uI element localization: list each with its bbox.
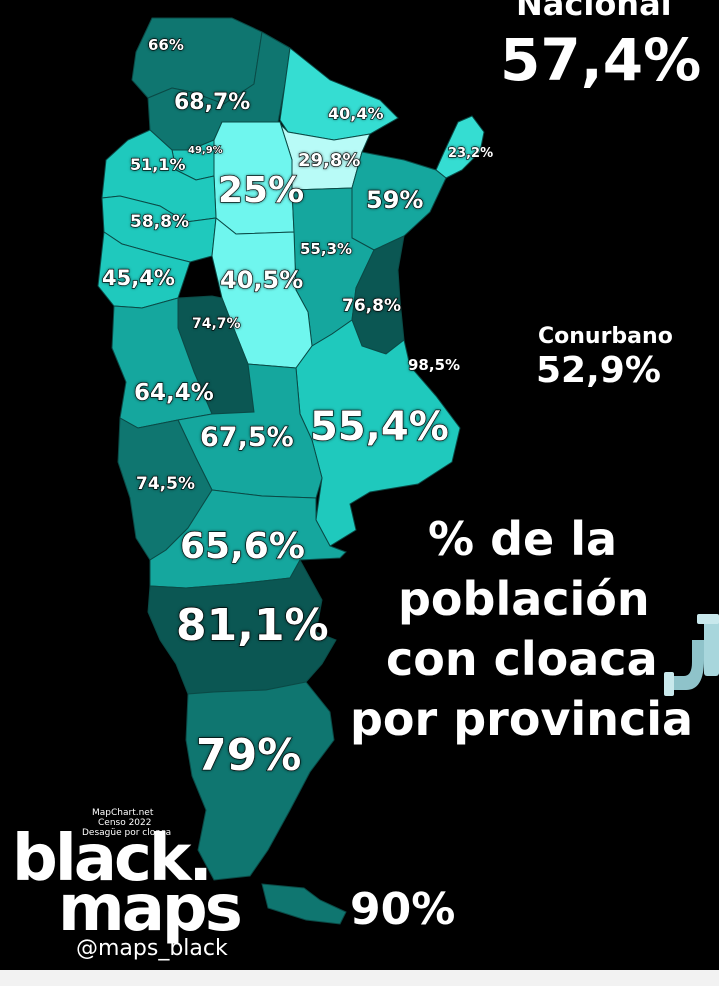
province-tierra-del-fuego [261, 883, 347, 925]
value-la-pampa: 67,5% [199, 421, 294, 453]
conurbano-label: Conurbano [538, 324, 673, 349]
value-cordoba: 40,5% [219, 265, 304, 294]
credit-mapchart: MapChart.net [92, 808, 154, 818]
value-buenos-aires: 55,4% [309, 403, 449, 450]
credit-censo: Censo 2022 [98, 818, 152, 828]
value-tierra-del-fuego: 90% [349, 883, 456, 935]
title-line-2: población [398, 572, 650, 626]
province-buenos-aires [295, 319, 461, 547]
conurbano-value: 52,9% [536, 350, 661, 391]
national-label: Nacional [516, 0, 672, 23]
value-rio-negro: 65,6% [179, 525, 305, 567]
brand-handle: @maps_black [76, 936, 228, 961]
value-santa-cruz: 79% [195, 729, 302, 781]
bottom-strip [0, 970, 719, 986]
value-misiones: 23,2% [447, 145, 494, 161]
value-entre-rios: 76,8% [341, 295, 401, 316]
value-chubut: 81,1% [175, 599, 329, 651]
value-san-juan: 45,4% [101, 265, 175, 290]
title-line-1: % de la [428, 512, 618, 566]
brand-logo-line-1: black. [12, 822, 213, 896]
value-santa-fe: 55,3% [299, 239, 353, 258]
value-jujuy: 66% [147, 35, 184, 54]
pipe-icon [664, 614, 719, 696]
credit-desague: Desagüe por cloaca [82, 828, 172, 838]
value-la-rioja: 58,8% [129, 211, 189, 232]
province-chubut [147, 558, 337, 695]
province-santa-cruz [185, 681, 335, 881]
value-tucuman: 49,9% [187, 144, 223, 156]
value-chaco: 29,8% [297, 149, 361, 171]
value-caba: 98,5% [407, 355, 461, 374]
title-line-4: por provincia [350, 692, 694, 746]
value-formosa: 40,4% [327, 103, 384, 123]
value-san-luis: 74,7% [191, 315, 241, 332]
value-santiago: 25% [217, 169, 305, 211]
value-salta: 68,7% [173, 89, 251, 115]
value-neuquen: 74,5% [135, 473, 195, 494]
value-catamarca: 51,1% [129, 154, 186, 174]
title-line-3: con cloaca [386, 632, 658, 686]
value-mendoza: 64,4% [133, 379, 214, 406]
province-misiones [435, 115, 485, 179]
national-value: 57,4% [500, 26, 702, 94]
value-corrientes: 59% [365, 185, 424, 214]
brand-logo-line-2: maps [58, 872, 243, 946]
